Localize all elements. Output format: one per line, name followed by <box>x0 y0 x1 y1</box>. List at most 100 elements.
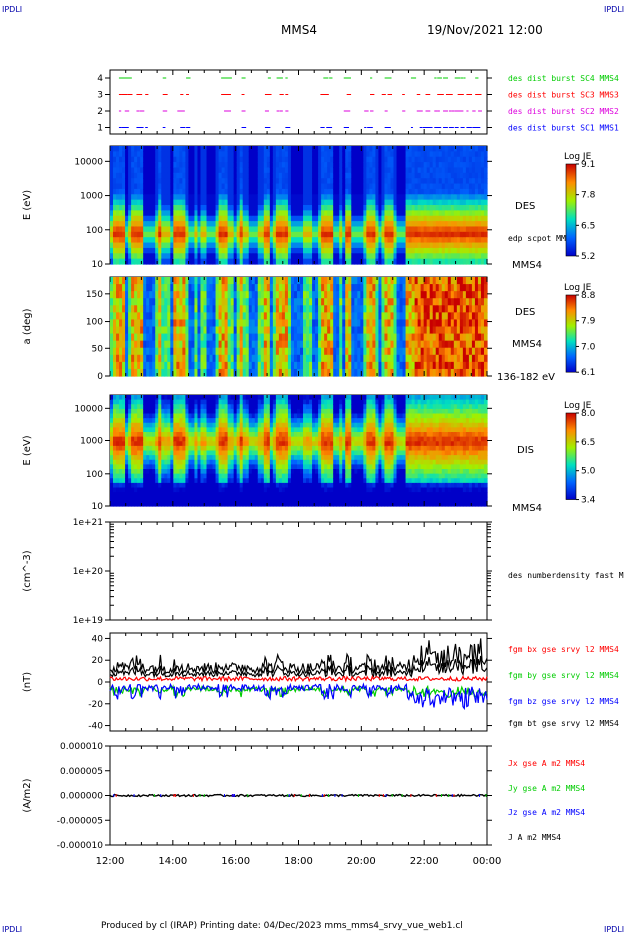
des-energy-cell <box>155 172 159 179</box>
des-pitch-cell <box>215 319 220 328</box>
des-pitch-cell <box>128 284 132 292</box>
des-pitch-cell <box>369 361 373 370</box>
des-energy-cell <box>191 205 196 211</box>
des-energy-cell <box>221 167 226 174</box>
des-pitch-cell <box>324 361 328 370</box>
des-pitch-cell <box>182 298 186 306</box>
des-pitch-cell <box>324 305 328 313</box>
des-pitch-cell <box>450 305 455 313</box>
des-energy-cell <box>230 167 235 174</box>
des-pitch-cell <box>197 277 202 285</box>
des-pitch-cell <box>483 340 488 349</box>
des-pitch-cell <box>321 361 325 370</box>
des-pitch-cell <box>122 291 126 299</box>
des-energy-cell <box>420 258 425 265</box>
des-pitch-cell <box>155 354 159 363</box>
des-energy-cell <box>315 162 319 169</box>
des-pitch-cell <box>161 298 165 306</box>
des-pitch-cell <box>122 340 126 349</box>
des-energy-cell <box>348 221 352 228</box>
dis-energy-cell <box>113 469 117 475</box>
des-energy-cell <box>447 146 452 152</box>
des-pitch-cell <box>215 347 220 356</box>
des-pitch-cell <box>218 354 223 363</box>
des-energy-cell <box>468 215 473 222</box>
des-energy-cell <box>327 172 331 179</box>
des-energy-cell <box>164 156 168 163</box>
des-energy-cell <box>260 247 265 254</box>
des-energy-cell <box>293 258 298 265</box>
des-energy-cell <box>278 215 283 222</box>
des-energy-cell <box>263 194 268 201</box>
des-energy-cell <box>303 237 307 244</box>
des-pitch-cell <box>248 305 253 313</box>
des-pitch-cell <box>483 284 488 292</box>
des-energy-cell <box>339 242 343 249</box>
des-pitch-cell <box>333 277 337 285</box>
des-energy-cell <box>333 151 337 158</box>
des-energy-cell <box>293 199 298 206</box>
des-energy-cell <box>312 188 316 195</box>
des-pitch-cell <box>339 284 343 292</box>
des-energy-cell <box>363 188 367 195</box>
des-pitch-cell <box>303 312 307 321</box>
des-energy-cell <box>137 167 141 174</box>
des-energy-cell <box>315 237 319 244</box>
des-energy-cell <box>456 162 461 169</box>
des-pitch-cell <box>200 312 205 321</box>
des-pitch-cell <box>369 277 373 285</box>
des-pitch-cell <box>272 277 277 285</box>
des-energy-cell <box>143 162 147 169</box>
des-pitch-cell <box>432 354 437 363</box>
des-energy-cell <box>155 215 159 222</box>
des-energy-cell <box>477 156 482 163</box>
des-energy-cell <box>194 226 199 233</box>
des-energy-cell <box>366 151 370 158</box>
des-energy-cell <box>116 172 120 179</box>
des-pitch-cell <box>260 305 265 313</box>
des-energy-cell <box>477 167 482 174</box>
des-energy-cell <box>155 210 159 217</box>
des-energy-cell <box>134 226 138 233</box>
des-energy-cell <box>468 242 473 249</box>
des-pitch-cell <box>474 347 479 356</box>
des-energy-cell <box>300 221 304 228</box>
des-energy-cell <box>257 253 262 260</box>
des-pitch-cell <box>360 361 364 370</box>
des-energy-cell <box>360 247 364 254</box>
des-energy-cell <box>399 237 404 244</box>
des-pitch-cell <box>200 319 205 328</box>
des-pitch-cell <box>378 291 383 299</box>
des-energy-cell <box>260 215 265 222</box>
des-energy-cell <box>122 162 126 169</box>
des-pitch-cell <box>444 277 449 285</box>
des-energy-cell <box>327 194 331 201</box>
des-energy-cell <box>194 247 199 254</box>
des-energy-cell <box>339 178 343 185</box>
des-energy-cell <box>417 253 422 260</box>
des-energy-cell <box>224 194 229 201</box>
des-energy-cell <box>393 253 398 260</box>
des-pitch-cell <box>215 305 220 313</box>
des-energy-cell <box>287 205 292 211</box>
des-energy-cell <box>149 247 153 254</box>
des-pitch-cell <box>254 361 259 370</box>
des-pitch-cell <box>164 368 168 377</box>
des-energy-cell <box>167 210 171 217</box>
des-energy-cell <box>263 237 268 244</box>
des-pitch-cell <box>420 368 425 377</box>
des-energy-cell <box>426 167 431 174</box>
des-pitch-cell <box>221 333 226 342</box>
des-energy-cell <box>110 247 114 254</box>
des-pitch-cell <box>233 284 238 292</box>
des-energy-cell <box>444 253 449 260</box>
des-pitch-cell <box>387 333 392 342</box>
des-pitch-cell <box>450 361 455 370</box>
des-energy-cell <box>227 221 232 228</box>
des-energy-cell <box>269 221 274 228</box>
des-energy-cell <box>447 242 452 249</box>
des-energy-cell <box>327 146 331 152</box>
des-pitch-cell <box>143 291 147 299</box>
des-energy-cell <box>269 226 274 233</box>
des-energy-cell <box>474 156 479 163</box>
